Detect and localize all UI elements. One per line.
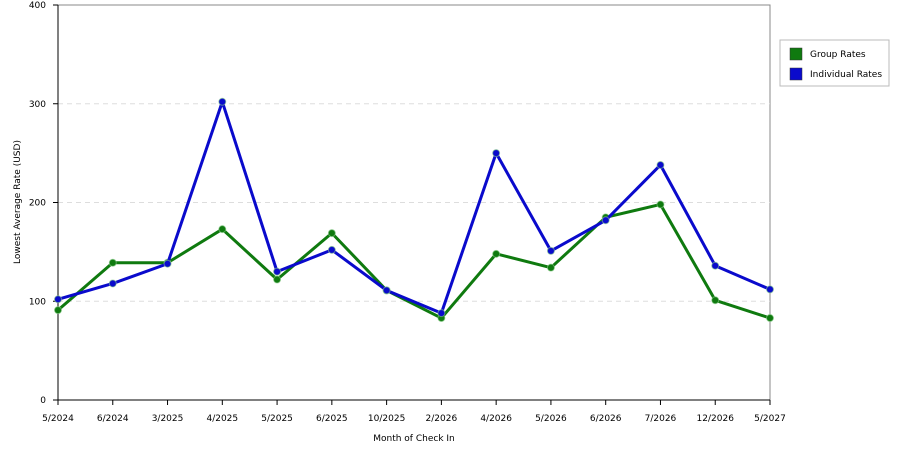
point (54, 295, 62, 304)
point (546, 246, 555, 255)
point (766, 314, 774, 323)
series-line (57, 100, 771, 315)
point (273, 275, 282, 284)
x-tick-label: 6/2024 (97, 414, 129, 424)
point (766, 285, 774, 294)
x-tick-label: 2/2026 (426, 414, 458, 424)
x-tick-label: 12/2026 (697, 414, 735, 424)
legend-swatch (789, 47, 803, 61)
y-axis-label: Lowest Average Rate (USD) (13, 140, 23, 264)
x-axis-label: Month of Check In (373, 434, 455, 444)
point (711, 296, 720, 305)
point (327, 245, 336, 254)
point (656, 200, 665, 209)
y-tick-label: 0 (40, 396, 46, 406)
x-tick-label: 6/2026 (590, 414, 622, 424)
point (108, 279, 117, 288)
x-tick-label: 3/2025 (152, 414, 184, 424)
x-tick-label: 5/2025 (261, 414, 293, 424)
x-tick-label: 10/2025 (368, 414, 405, 424)
point (437, 309, 446, 318)
point (327, 229, 336, 238)
y-tick-label: 300 (29, 100, 46, 110)
y-tick-label: 100 (29, 297, 46, 307)
point (163, 259, 172, 268)
x-tick-label: 4/2026 (480, 414, 512, 424)
x-tick-label: 5/2026 (535, 414, 567, 424)
x-tick-label: 4/2025 (206, 414, 238, 424)
point (656, 160, 665, 169)
x-tick-label: 6/2025 (316, 414, 348, 424)
legend-label: Group Rates (810, 50, 866, 60)
point (108, 258, 117, 267)
point (492, 249, 501, 258)
y-tick-label: 200 (29, 199, 46, 209)
point (492, 149, 501, 158)
point (601, 216, 610, 225)
legend-label: Individual Rates (810, 70, 882, 80)
point (382, 286, 391, 295)
point (54, 306, 62, 315)
x-tick-label: 5/2024 (42, 414, 74, 424)
point (546, 263, 555, 272)
point (711, 261, 720, 270)
series-line (57, 202, 771, 320)
point (218, 97, 227, 106)
point (273, 267, 282, 276)
y-tick-label: 400 (29, 1, 46, 11)
x-tick-label: 7/2026 (645, 414, 677, 424)
legend-swatch (789, 67, 803, 81)
point (218, 225, 227, 234)
x-tick-label: 5/2027 (754, 414, 786, 424)
